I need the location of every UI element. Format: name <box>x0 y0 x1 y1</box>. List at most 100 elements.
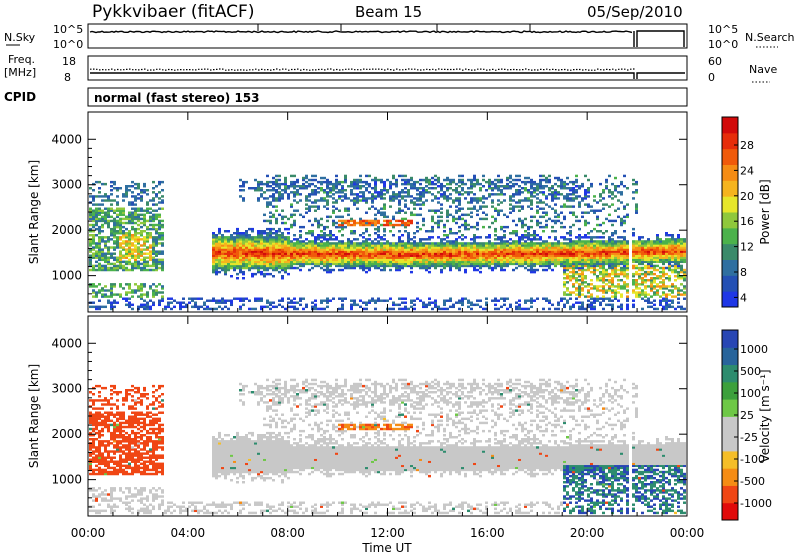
power-cell <box>161 287 164 290</box>
power-cell <box>245 240 248 243</box>
power-cell <box>368 238 371 241</box>
power-cell <box>578 258 581 262</box>
power-cell <box>512 256 515 259</box>
power-cell <box>224 236 227 239</box>
power-cell <box>212 268 215 272</box>
power-cell <box>116 207 119 210</box>
power-cell <box>581 244 584 247</box>
power-cell <box>284 262 287 266</box>
power-cell <box>620 221 623 225</box>
power-cell <box>212 252 215 255</box>
power-cell <box>257 244 260 247</box>
power-cell <box>101 215 104 219</box>
power-cell <box>146 260 149 264</box>
power-cell <box>440 219 443 223</box>
power-cell <box>392 193 395 196</box>
power-cell <box>377 254 380 257</box>
power-cell <box>161 291 164 294</box>
power-cell <box>380 180 383 184</box>
power-cell <box>572 182 575 186</box>
power-cell <box>98 232 101 235</box>
power-cell <box>458 197 461 200</box>
power-cell <box>404 307 407 311</box>
power-cell <box>323 176 326 180</box>
power-cell <box>221 240 224 243</box>
power-cell <box>533 254 536 257</box>
power-cell <box>545 195 548 198</box>
power-cell <box>548 244 551 247</box>
power-cell <box>383 207 386 210</box>
power-cell <box>362 199 365 202</box>
power-cell <box>401 209 404 212</box>
power-cell <box>431 217 434 221</box>
power-cell <box>623 275 626 278</box>
power-cell <box>614 248 617 251</box>
power-cell <box>377 248 380 251</box>
power-cell <box>422 266 425 270</box>
power-cell <box>500 225 503 229</box>
freq-dots <box>90 68 635 71</box>
power-cell <box>488 178 491 182</box>
power-cell <box>473 258 476 262</box>
power-cell <box>431 252 434 255</box>
power-cell <box>620 217 623 221</box>
power-cell <box>230 262 233 266</box>
power-cell <box>452 180 455 184</box>
power-cell <box>245 238 248 241</box>
power-cell <box>581 215 584 219</box>
power-cell <box>647 272 650 276</box>
power-cell <box>467 227 470 231</box>
power-cell <box>347 252 350 255</box>
power-cell <box>158 232 161 235</box>
power-cell <box>110 295 113 298</box>
power-cell <box>596 268 599 272</box>
power-cell <box>422 189 425 192</box>
power-cell <box>134 260 137 264</box>
power-cell <box>119 221 122 225</box>
power-cell <box>488 260 491 264</box>
power-cell <box>521 244 524 247</box>
power-cell <box>230 242 233 245</box>
power-cell <box>332 250 335 253</box>
power-cell <box>479 250 482 253</box>
power-cell <box>479 236 482 239</box>
power-cell <box>368 299 371 302</box>
power-cell <box>281 240 284 243</box>
power-cell <box>308 207 311 210</box>
power-cell <box>485 258 488 262</box>
power-cell <box>353 303 356 307</box>
power-cell <box>539 238 542 241</box>
power-cell <box>161 207 164 210</box>
power-cell <box>542 187 545 190</box>
power-cell <box>386 223 389 227</box>
power-cell <box>230 275 233 278</box>
power-cell <box>431 187 434 190</box>
power-cell <box>356 244 359 247</box>
power-cell <box>578 291 581 294</box>
power-cell <box>92 246 95 249</box>
power-cell <box>236 227 239 231</box>
power-cell <box>512 199 515 202</box>
power-cell <box>578 293 581 296</box>
power-cell <box>281 215 284 219</box>
power-cell <box>350 185 353 188</box>
power-cell <box>311 189 314 192</box>
power-cell <box>215 264 218 268</box>
power-cell <box>374 242 377 245</box>
power-cell <box>236 254 239 257</box>
power-cell <box>332 234 335 237</box>
power-cell <box>386 248 389 251</box>
power-cell <box>443 246 446 249</box>
power-cell <box>275 242 278 245</box>
power-cell <box>218 264 221 268</box>
power-cell <box>635 180 638 184</box>
power-cell <box>122 240 125 243</box>
power-cell <box>599 193 602 196</box>
power-cell <box>644 260 647 264</box>
power-cell <box>110 293 113 296</box>
power-cell <box>500 209 503 212</box>
power-cell <box>530 180 533 184</box>
power-cell <box>116 232 119 235</box>
power-cell <box>89 187 92 190</box>
power-cell <box>566 205 569 208</box>
